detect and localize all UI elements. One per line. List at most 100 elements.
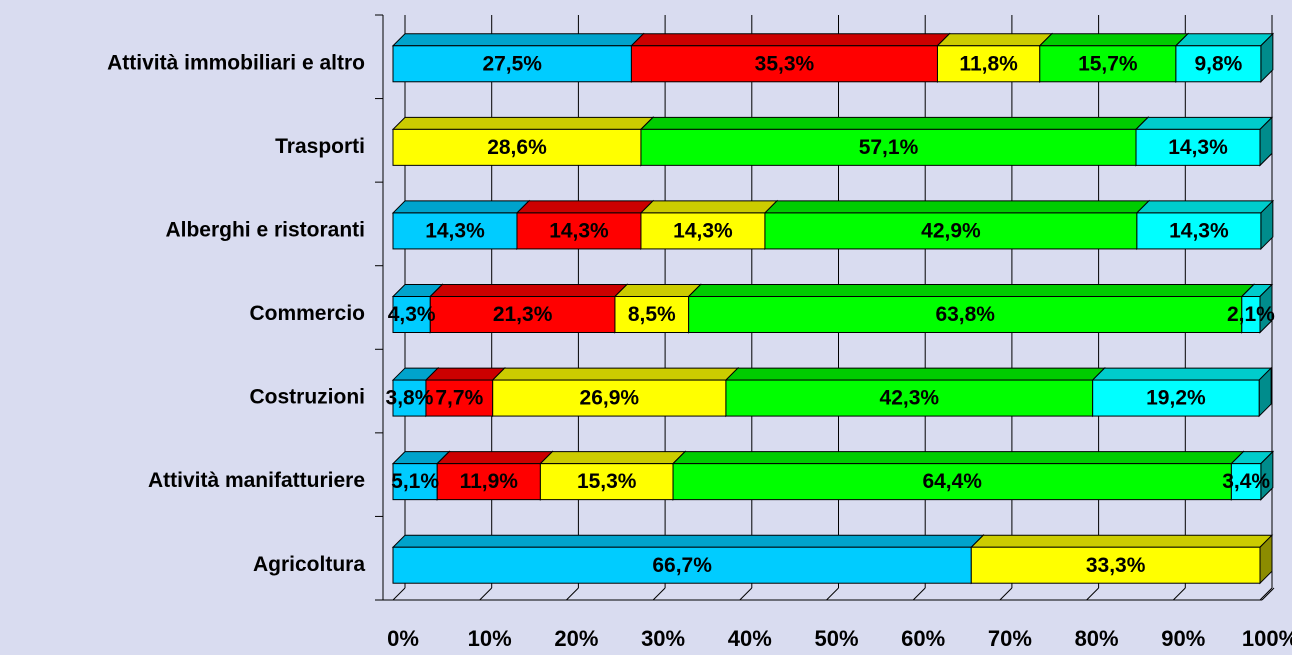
x-tick-label: 10% — [468, 626, 512, 651]
bar — [1175, 45, 1262, 83]
data-label: 57,1% — [859, 136, 919, 159]
bar-top — [724, 367, 1106, 381]
bar — [970, 546, 1261, 584]
bar — [672, 463, 1232, 501]
data-label: 3,4% — [1222, 470, 1270, 493]
data-label: 2,1% — [1227, 303, 1275, 326]
data-label: 42,3% — [880, 387, 940, 410]
bar — [614, 296, 690, 333]
data-label: 27,5% — [482, 52, 542, 75]
bar-top — [687, 284, 1256, 297]
x-tick-label: 80% — [1075, 626, 1119, 651]
y-tick-label: Attività immobiliari e altro — [107, 51, 365, 74]
x-tick-label: 0% — [387, 626, 419, 651]
bar — [1136, 212, 1262, 250]
bar-top — [391, 200, 531, 214]
data-label: 26,9% — [580, 387, 640, 410]
bar — [392, 296, 431, 333]
data-label: 42,9% — [921, 219, 981, 242]
data-label: 14,3% — [425, 219, 485, 242]
data-label: 28,6% — [487, 136, 547, 159]
x-tick — [912, 587, 926, 601]
bar-top — [491, 367, 740, 381]
bar-top — [391, 116, 655, 130]
x-tick — [739, 587, 753, 601]
x-tick — [999, 587, 1013, 601]
bar-top — [429, 284, 629, 297]
bar — [429, 296, 616, 333]
data-label: 7,7% — [435, 387, 483, 410]
bar-top — [436, 451, 554, 465]
bar — [1039, 45, 1177, 83]
data-label: 11,9% — [460, 470, 519, 493]
data-label: 63,8% — [935, 303, 995, 326]
x-tick-label: 20% — [554, 626, 598, 651]
data-label: 14,3% — [549, 219, 609, 242]
y-tick-label: Attività manifatturiere — [148, 469, 365, 492]
data-label: 5,1% — [391, 470, 439, 493]
data-label: 15,7% — [1078, 52, 1138, 75]
bar-top — [391, 534, 985, 548]
bar-top — [630, 33, 951, 47]
y-tick-label: Costruzioni — [250, 386, 366, 409]
x-tick — [479, 587, 493, 601]
bar — [1092, 379, 1260, 417]
bar — [640, 212, 766, 250]
bar — [1135, 128, 1261, 166]
bar — [392, 463, 438, 501]
data-label: 15,3% — [577, 470, 637, 493]
data-label: 33,3% — [1086, 554, 1146, 577]
bar — [630, 45, 938, 83]
data-label: 64,4% — [922, 470, 982, 493]
x-tick-label: 100% — [1242, 626, 1292, 651]
data-label: 14,3% — [1168, 136, 1228, 159]
y-tick-label: Commercio — [249, 302, 365, 325]
bar — [1241, 296, 1261, 333]
bar — [436, 463, 541, 501]
x-tick-label: 90% — [1161, 626, 1205, 651]
bar — [392, 128, 642, 166]
bar-top — [515, 200, 655, 214]
bar-top — [1174, 33, 1275, 47]
x-tick-label: 40% — [728, 626, 772, 651]
bar-top — [639, 116, 1150, 130]
data-label: 9,8% — [1194, 52, 1242, 75]
data-label: 35,3% — [755, 52, 815, 75]
data-label: 8,5% — [628, 303, 676, 326]
x-tick — [1172, 587, 1186, 601]
x-tick-label: 60% — [901, 626, 945, 651]
data-label: 14,3% — [1169, 219, 1229, 242]
bar-top — [539, 451, 687, 465]
bar-top — [391, 33, 645, 47]
data-label: 19,2% — [1146, 387, 1206, 410]
bar — [425, 379, 494, 417]
bar — [492, 379, 727, 417]
data-label: 21,3% — [493, 303, 553, 326]
bar-top — [936, 33, 1053, 47]
bar — [392, 45, 632, 83]
x-tick — [652, 587, 666, 601]
bar-top — [1134, 116, 1274, 130]
x-tick — [566, 587, 579, 601]
y-tick-label: Alberghi e ristoranti — [165, 218, 365, 241]
bar-top — [424, 367, 506, 381]
x-tick — [1086, 587, 1099, 601]
bar-top — [613, 284, 702, 297]
floor-edge — [1261, 587, 1275, 601]
x-tick — [826, 587, 839, 601]
data-label: 3,8% — [386, 387, 434, 410]
bar-top — [671, 451, 1245, 465]
y-tick-label: Trasporti — [275, 135, 365, 158]
bar-top — [970, 534, 1274, 548]
x-tick-label: 50% — [814, 626, 858, 651]
bar-top — [639, 200, 779, 214]
data-label: 11,8% — [959, 52, 1018, 75]
bar — [516, 212, 642, 250]
y-tick-label: Agricoltura — [253, 553, 365, 576]
x-tick — [392, 587, 406, 601]
bar-top — [1038, 33, 1190, 47]
data-label: 4,3% — [388, 303, 436, 326]
bar-top — [763, 200, 1151, 214]
bar-top — [1091, 367, 1273, 381]
